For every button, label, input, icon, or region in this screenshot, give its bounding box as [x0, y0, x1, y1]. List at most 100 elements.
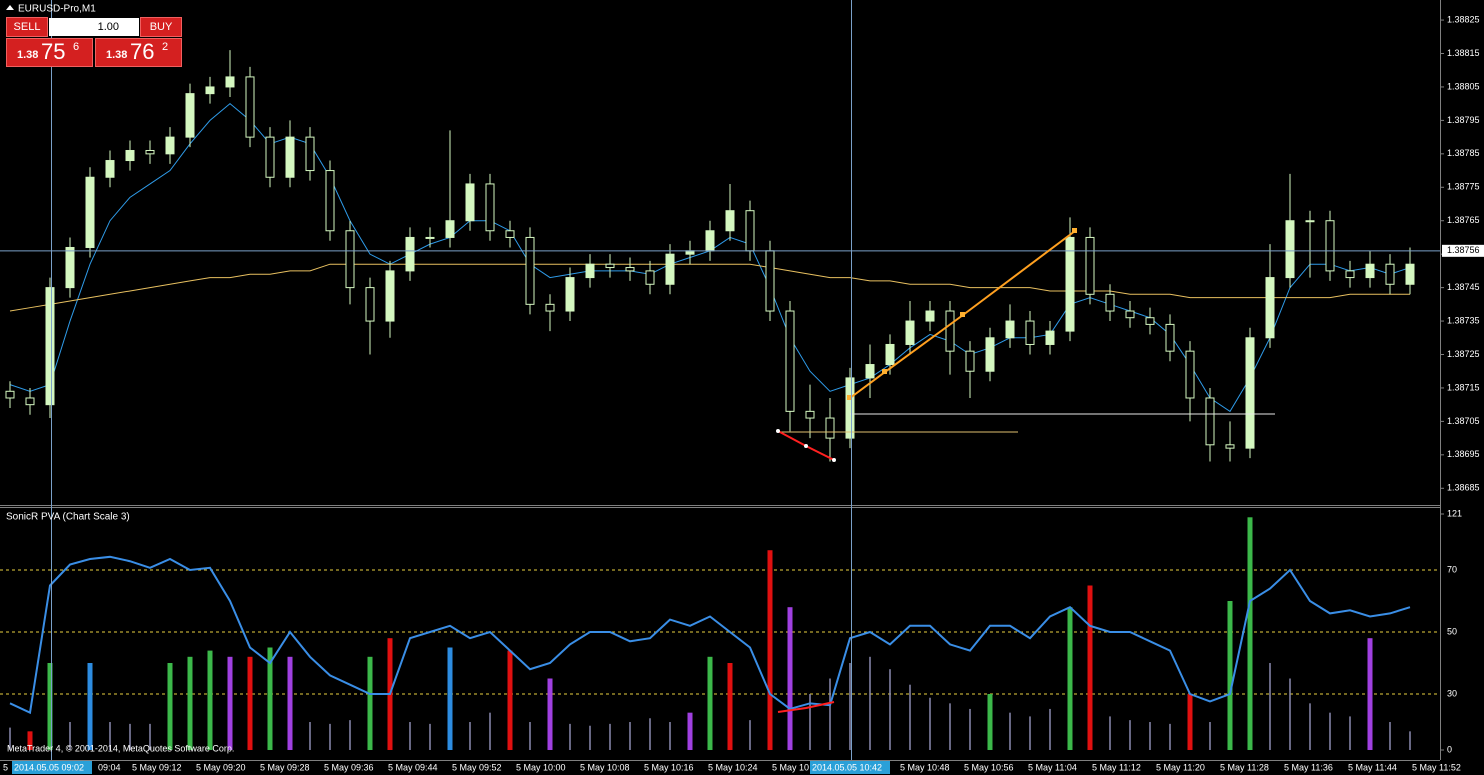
volume-bar	[309, 722, 311, 750]
buy-button[interactable]: BUY	[140, 17, 182, 37]
candle-body	[925, 310, 935, 322]
candle-body	[345, 230, 355, 289]
volume-bar	[987, 694, 993, 750]
x-tick-label: 5 May 10:48	[900, 762, 950, 772]
moving-average	[9, 263, 1410, 312]
candle-body	[85, 176, 95, 248]
y-tick-label: 1.38705	[1447, 416, 1480, 426]
y-tick-label: 121	[1447, 508, 1462, 518]
volume-bar	[1289, 678, 1291, 750]
current-price-label: 1.38756	[1447, 245, 1480, 255]
volume-bar	[87, 663, 93, 750]
anchor-points	[847, 228, 1077, 400]
ask-big: 1.38	[106, 49, 128, 61]
volume-bar	[1329, 712, 1331, 750]
volume-bar	[247, 656, 253, 750]
sell-button[interactable]: SELL	[6, 17, 48, 37]
bid-sup: 6	[73, 41, 80, 53]
indicator-title: SonicR PVA (Chart Scale 3)	[6, 512, 130, 523]
x-tick-label: 5 May 09:20	[196, 762, 246, 772]
candle-body	[305, 136, 315, 172]
candle-body	[725, 210, 735, 232]
candle-body	[1325, 220, 1335, 272]
ask-sup: 2	[162, 41, 169, 53]
candle-body	[1045, 330, 1055, 345]
volume-bar	[687, 712, 693, 750]
volume-bar	[869, 656, 871, 750]
time-highlight	[810, 761, 890, 774]
volume-bar	[849, 663, 851, 750]
volume-bar	[547, 678, 553, 750]
candle-body	[145, 149, 155, 155]
volume-bar	[1209, 722, 1211, 750]
y-tick-label: 1.38695	[1447, 449, 1480, 459]
x-tick-label: 2014.05.05 10:42	[812, 762, 882, 772]
candle-body	[625, 267, 635, 272]
volume-bar	[287, 656, 293, 750]
collapse-arrow[interactable]	[6, 5, 14, 10]
candle-body	[45, 287, 55, 406]
volume-bar	[787, 607, 793, 750]
volume-bar	[1029, 716, 1031, 750]
x-tick-label: 5 May 11:36	[1284, 762, 1333, 772]
candle-body	[225, 76, 235, 88]
volume-bar	[129, 723, 131, 750]
candle-body	[785, 310, 795, 412]
volume-bar	[367, 656, 373, 750]
volume-bar	[1367, 638, 1373, 750]
candle-body	[245, 76, 255, 138]
x-tick-label: 5 May 09:28	[260, 762, 310, 772]
y-tick-label: 30	[1447, 688, 1457, 698]
x-tick-label: 5 May 11:44	[1348, 762, 1397, 772]
volume-bar	[227, 656, 233, 750]
x-tick-label: 09:04	[98, 762, 121, 772]
trend-line-object	[849, 230, 1076, 399]
candle-body	[525, 236, 535, 305]
candle-body	[705, 230, 715, 252]
x-tick-label: 5 May 11:20	[1156, 762, 1205, 772]
candle-body	[1245, 337, 1255, 449]
candle-body	[645, 270, 655, 285]
volume-bar	[1009, 712, 1011, 750]
candle-body	[65, 246, 75, 289]
candle-body	[1105, 293, 1115, 312]
bid-big: 1.38	[17, 49, 39, 61]
candle-body	[665, 253, 675, 285]
bid-button[interactable]: 1.38 75 6	[6, 38, 93, 67]
candle-body	[945, 310, 955, 352]
x-tick-label: 5 May 09:36	[324, 762, 374, 772]
bid-main: 75	[41, 39, 66, 64]
volume-bar	[727, 663, 733, 750]
volume-bar	[767, 550, 773, 750]
y-tick-label: 1.38825	[1447, 14, 1480, 24]
y-tick-label: 1.38785	[1447, 148, 1480, 158]
candle-body	[1345, 270, 1355, 279]
candle-body	[1285, 220, 1295, 279]
lot-input[interactable]: 1.00	[49, 18, 139, 36]
volume-bar	[609, 723, 611, 750]
candle-body	[5, 390, 15, 399]
x-tick-label: 5	[3, 762, 8, 772]
ask-button[interactable]: 1.38 76 2	[95, 38, 182, 67]
y-tick-label: 1.38765	[1447, 215, 1480, 225]
y-tick-label: 1.38805	[1447, 81, 1480, 91]
volume-bar	[167, 663, 173, 750]
candle-body	[1005, 320, 1015, 339]
volume-bar	[529, 722, 531, 750]
candle-body	[1065, 236, 1075, 332]
candle-body	[465, 183, 475, 222]
volume-bar	[909, 684, 911, 750]
volume-bar	[889, 669, 891, 750]
x-tick-label: 5 May 10:56	[964, 762, 1014, 772]
candle-body	[1125, 310, 1135, 319]
x-tick-label: 5 May 11:04	[1028, 762, 1077, 772]
candle-body	[845, 377, 855, 439]
volume-bar	[669, 722, 671, 750]
anchor-points	[776, 429, 836, 462]
volume-bar	[749, 720, 751, 750]
y-tick-label: 1.38685	[1447, 483, 1480, 493]
candle-body	[365, 287, 375, 322]
volume-bar	[829, 678, 831, 750]
volume-bar	[187, 656, 193, 750]
